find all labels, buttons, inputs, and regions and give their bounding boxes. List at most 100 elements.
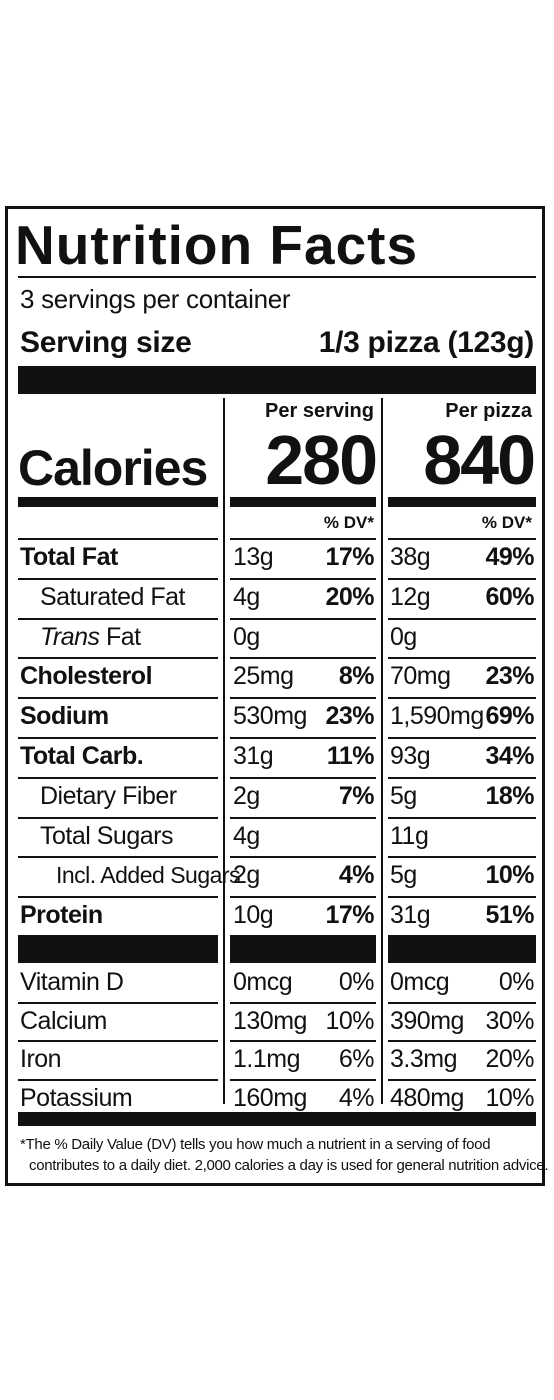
panel-title: Nutrition Facts — [15, 214, 419, 276]
vitamin-name: Iron — [20, 1045, 62, 1073]
nutrient-dv-per-serving: 17% — [325, 543, 374, 571]
nutrient-dv-per-pizza: 23% — [485, 662, 534, 691]
calories-per-serving: 280 — [265, 421, 378, 499]
nutrient-dv-per-serving: 20% — [325, 582, 374, 611]
vitamin-amount-per-serving: 0mcg — [233, 968, 293, 996]
nutrient-name: Cholesterol — [20, 662, 153, 691]
nutrient-name: Total Carb. — [20, 742, 144, 770]
nutrient-dv-per-pizza: 60% — [485, 582, 534, 611]
vitamin-row-3-rule-1 — [18, 1078, 218, 1081]
nutrient-row-9-rule-3 — [388, 896, 536, 899]
vitamin-name: Vitamin D — [20, 968, 124, 996]
nutrient-name: Protein — [20, 901, 103, 930]
nutrient-name: Total Fat — [20, 543, 118, 571]
nutrient-dv-per-serving: 11% — [326, 742, 375, 770]
nutrient-amount-per-pizza: 12g — [390, 582, 431, 611]
nutrient-row-3-rule-1 — [18, 657, 218, 660]
nutrient-dv-per-pizza: 49% — [485, 543, 534, 571]
dv-header-2: % DV* — [481, 513, 532, 532]
nutrient-amount-per-serving: 10g — [233, 901, 274, 930]
vitamin-row-2-rule-3 — [388, 1040, 536, 1042]
nutrient-dv-per-serving: 7% — [338, 781, 375, 810]
nutrient-amount-per-pizza: 93g — [390, 742, 431, 770]
thick-rule-mid-mid — [230, 935, 376, 963]
serving-size-label: Serving size — [20, 326, 192, 359]
vitamin-amount-per-serving: 1.1mg — [233, 1045, 300, 1073]
nutrient-amount-per-pizza: 5g — [390, 781, 417, 810]
nutrient-row-1-rule-1 — [18, 577, 218, 580]
nutrient-row-7-rule-2 — [230, 816, 376, 819]
vitamin-dv-per-serving: 10% — [325, 1006, 374, 1035]
nutrient-row-4-rule-1 — [18, 697, 218, 700]
column-divider-2 — [381, 398, 383, 1104]
nutrient-row-2-rule-3 — [388, 617, 536, 620]
nutrient-row-8-rule-2 — [230, 856, 376, 859]
vitamin-amount-per-serving: 130mg — [233, 1006, 307, 1035]
calories-rule-right — [388, 497, 536, 507]
vitamin-name: Calcium — [20, 1006, 107, 1035]
nutrient-row-5-rule-1 — [18, 737, 218, 739]
nutrient-name-prefix: Trans — [40, 622, 100, 651]
footnote-line-1: *The % Daily Value (DV) tells you how mu… — [20, 1136, 491, 1153]
calories-label: Calories — [18, 440, 208, 496]
nutrient-row-9-rule-1 — [18, 896, 218, 899]
nutrient-amount-per-serving: 4g — [233, 821, 260, 850]
vitamin-row-2-rule-1 — [18, 1040, 218, 1042]
vitamin-dv-per-serving: 0% — [338, 968, 375, 996]
nutrient-row-7-rule-3 — [388, 816, 536, 819]
nutrient-dv-per-pizza: 18% — [485, 781, 534, 810]
nutrient-row-0-rule-1 — [18, 538, 218, 540]
nutrient-row-9-rule-2 — [230, 896, 376, 899]
nutrient-row-8-rule-3 — [388, 856, 536, 859]
nutrient-row-6-rule-1 — [18, 776, 218, 779]
nutrient-name: Total Sugars — [40, 821, 173, 850]
nutrient-amount-per-serving: 25mg — [233, 662, 294, 691]
vitamin-dv-per-serving: 6% — [338, 1045, 375, 1073]
vitamin-row-3-rule-2 — [230, 1078, 376, 1081]
nutrient-name: Saturated Fat — [40, 582, 185, 611]
vitamin-row-3-rule-3 — [388, 1078, 536, 1081]
nutrient-name: Incl. Added Sugars — [56, 862, 241, 889]
nutrient-row-8-rule-1 — [18, 856, 218, 859]
vitamin-dv-per-serving: 4% — [338, 1083, 375, 1112]
nutrient-name: Dietary Fiber — [40, 781, 177, 810]
per-serving-header: Per serving — [265, 400, 374, 422]
nutrient-row-4-rule-2 — [230, 697, 376, 700]
vitamin-amount-per-pizza: 480mg — [390, 1083, 464, 1112]
vitamin-row-1-rule-2 — [230, 1001, 376, 1004]
calories-rule-left — [18, 497, 218, 507]
vitamin-dv-per-pizza: 0% — [498, 968, 535, 996]
nutrient-row-2-rule-1 — [18, 617, 218, 620]
footnote-line-2: contributes to a daily diet. 2,000 calor… — [29, 1157, 549, 1174]
nutrient-amount-per-serving: 4g — [233, 582, 260, 611]
nutrient-amount-per-serving: 13g — [233, 543, 274, 571]
thick-rule-mid-left — [18, 935, 218, 963]
nutrient-dv-per-serving: 23% — [325, 702, 374, 731]
nutrient-amount-per-serving: 2g — [233, 861, 260, 890]
nutrient-name-suffix: Fat — [99, 622, 141, 651]
vitamin-dv-per-pizza: 20% — [485, 1045, 534, 1073]
nutrient-row-5-rule-3 — [388, 737, 536, 739]
nutrient-amount-per-pizza: 11g — [390, 821, 429, 850]
thick-rule-bottom — [18, 1112, 536, 1126]
title-rule — [18, 276, 536, 278]
per-pizza-header: Per pizza — [445, 400, 532, 422]
thick-rule-mid-right — [388, 935, 536, 963]
nutrient-dv-per-pizza: 51% — [485, 901, 534, 930]
vitamin-dv-per-pizza: 10% — [485, 1083, 534, 1112]
calories-rule-mid — [230, 497, 376, 507]
nutrient-row-4-rule-3 — [388, 697, 536, 700]
nutrient-row-0-rule-3 — [388, 538, 536, 540]
vitamin-row-1-rule-1 — [18, 1001, 218, 1004]
nutrient-row-2-rule-2 — [230, 617, 376, 620]
nutrient-row-5-rule-2 — [230, 737, 376, 739]
nutrient-row-3-rule-3 — [388, 657, 536, 660]
dv-header-1: % DV* — [323, 513, 374, 532]
vitamin-amount-per-pizza: 390mg — [390, 1006, 464, 1035]
nutrient-name: Trans Fat — [40, 622, 141, 652]
vitamin-amount-per-pizza: 0mcg — [390, 968, 450, 996]
servings-per-container: 3 servings per container — [20, 284, 291, 314]
nutrient-amount-per-pizza: 1,590mg — [390, 702, 484, 731]
nutrient-row-3-rule-2 — [230, 657, 376, 660]
vitamin-name: Potassium — [20, 1083, 133, 1112]
